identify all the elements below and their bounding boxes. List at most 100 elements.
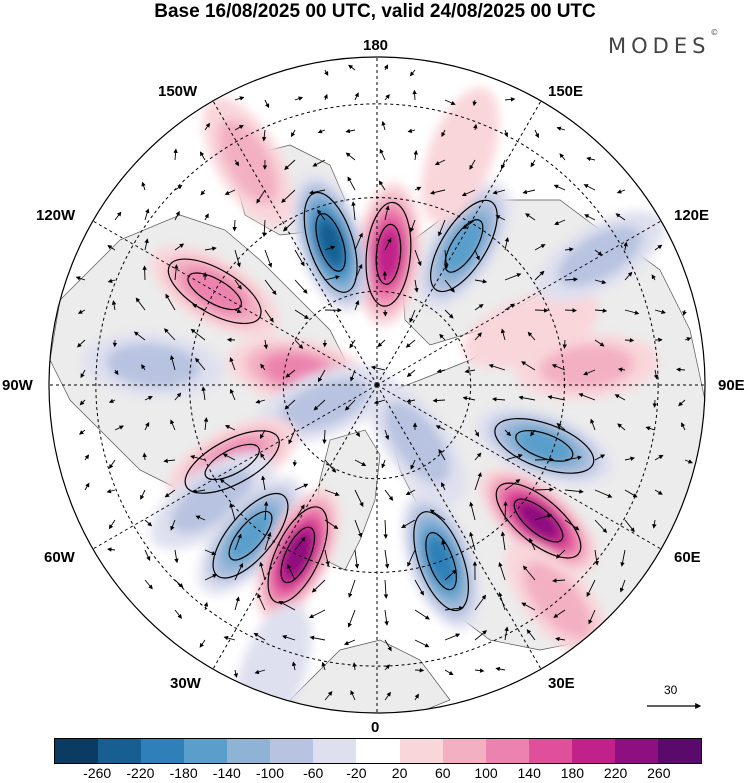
wind-vector <box>222 453 236 461</box>
wind-vector <box>141 364 146 371</box>
positive-anomaly <box>462 290 600 368</box>
colorbar-tick-label: -180 <box>169 765 198 781</box>
wind-vector <box>347 176 356 191</box>
wind-vector <box>142 452 147 461</box>
wind-vector <box>107 245 116 251</box>
wind-vector <box>556 126 566 131</box>
wind-vector <box>474 472 482 491</box>
wind-vector <box>412 89 417 101</box>
wind-vector <box>617 367 626 372</box>
anomaly-level <box>462 290 600 368</box>
wind-vector <box>84 482 90 491</box>
wind-vector <box>384 94 390 101</box>
meridian-line <box>212 100 378 386</box>
wind-vector <box>473 123 478 131</box>
anomaly-level <box>171 468 253 533</box>
wind-vector <box>583 369 596 376</box>
wind-vector <box>474 303 484 311</box>
wind-vector <box>578 393 596 401</box>
wind-vector <box>114 211 122 221</box>
wind-vector <box>111 300 117 311</box>
anomaly-level <box>518 502 559 539</box>
wind-vector <box>444 279 455 293</box>
wind-vector <box>354 459 367 466</box>
wind-vector <box>229 357 236 371</box>
wind-vector <box>354 263 363 281</box>
wind-vector <box>204 574 218 581</box>
contour-line <box>494 418 595 474</box>
meridian-line <box>376 384 662 550</box>
wind-vector <box>654 489 663 495</box>
wind-vector <box>256 189 266 204</box>
wind-vector <box>324 69 329 77</box>
wind-vector <box>624 338 635 343</box>
wind-vector <box>461 189 476 197</box>
graticule <box>49 57 705 713</box>
wind-vector <box>79 429 86 435</box>
wind-vector <box>469 501 476 521</box>
wind-vector <box>284 399 296 410</box>
wind-vector <box>348 579 356 598</box>
wind-vector <box>594 279 607 285</box>
contour-line <box>303 191 358 293</box>
wind-vector <box>379 148 386 161</box>
wind-vector <box>414 693 419 701</box>
lon-label-0: 0 <box>371 719 380 736</box>
wind-vector <box>547 395 566 401</box>
wind-vector <box>204 549 217 556</box>
wind-vector <box>594 339 605 347</box>
colorbar-cell <box>184 739 228 763</box>
wind-vector <box>190 328 206 341</box>
wind-vector <box>219 478 236 491</box>
lon-label-150e: 150E <box>548 83 584 100</box>
wind-vector <box>521 602 536 611</box>
wind-vector <box>552 578 566 583</box>
negative-anomaly <box>475 407 613 485</box>
wind-vector <box>204 213 209 221</box>
wind-vector <box>553 184 566 191</box>
wind-vector <box>84 454 90 461</box>
wind-vector <box>407 549 416 567</box>
wind-vector <box>164 489 176 498</box>
wind-vector <box>624 309 640 315</box>
wind-vector <box>384 639 392 652</box>
contour-group <box>365 201 412 307</box>
negative-anomaly <box>150 451 274 550</box>
colorbar-tick-label: -260 <box>83 765 112 781</box>
map-title: Base 16/08/2025 00 UTC, valid 24/08/2025… <box>154 1 596 22</box>
wind-vector <box>474 630 487 641</box>
wind-vector <box>654 309 666 314</box>
wind-vector <box>204 122 211 131</box>
wind-vector <box>232 219 237 232</box>
wind-vector <box>439 333 446 341</box>
wind-vector <box>170 419 176 431</box>
wind-vector <box>530 159 536 168</box>
wind-vector <box>324 459 337 473</box>
colorbar-cell <box>356 739 400 763</box>
contour-line <box>167 258 262 325</box>
wind-vector <box>469 159 476 170</box>
wind-vector <box>354 300 360 311</box>
wind-vector <box>294 483 309 491</box>
wind-vector <box>144 549 151 561</box>
contour-line <box>413 511 469 612</box>
wind-vector <box>645 426 656 431</box>
wind-vector <box>529 537 536 551</box>
anomaly-level <box>557 226 643 287</box>
wind-vector <box>317 369 326 383</box>
wind-vector <box>174 210 180 221</box>
wind-vector <box>406 398 416 404</box>
africa-north <box>289 639 451 713</box>
wind-vector <box>351 201 356 221</box>
wind-vector <box>144 579 153 590</box>
wind-vector <box>462 219 476 230</box>
wind-vector <box>378 180 386 191</box>
wind-vector <box>384 237 392 251</box>
wind-vector <box>684 337 692 342</box>
wind-vector <box>504 626 509 641</box>
wind-vector <box>255 399 266 404</box>
wind-vector <box>278 601 296 611</box>
wind-vector <box>384 429 390 441</box>
wind-vector <box>261 129 267 142</box>
wind-vector <box>534 129 539 139</box>
